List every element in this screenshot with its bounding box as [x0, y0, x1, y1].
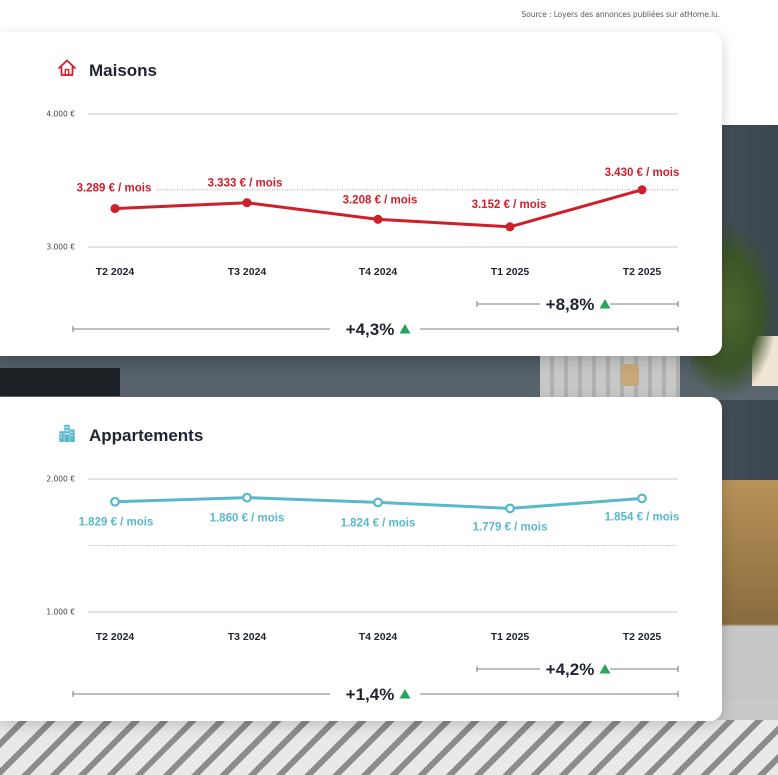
data-label: 1.854 € / mois: [605, 511, 680, 523]
x-tick-label: T1 2025: [491, 266, 530, 278]
x-tick-label: T1 2025: [491, 631, 530, 643]
maisons-chart: 3.000 € 4.000 € 3.289 € / mois 3.333 € / mo…: [46, 110, 680, 340]
data-point: [505, 222, 515, 232]
x-tick-label: T3 2024: [228, 266, 267, 278]
data-point: [373, 497, 383, 508]
change-label: +1,4%: [346, 685, 395, 704]
data-label: 3.289 € / mois: [77, 183, 152, 195]
x-tick-label: T4 2024: [359, 631, 398, 643]
data-label: 3.333 € / mois: [208, 178, 283, 190]
x-tick-label: T2 2025: [623, 631, 662, 643]
house-icon: [58, 59, 76, 76]
data-label: 1.824 € / mois: [341, 517, 416, 529]
tv: [0, 368, 120, 396]
appartements-card: Appartements 1.000 € 2.000 € 1.829 € / moi…: [0, 397, 722, 721]
data-point: [505, 503, 515, 514]
x-tick-label: T3 2024: [228, 631, 267, 643]
x-tick-label: T4 2024: [359, 266, 398, 278]
source-note: Source : Loyers des annonces publiées su…: [521, 10, 721, 19]
maisons-card: Maisons 3.000 € 4.000 € 3.289 € / mois 3.33…: [0, 32, 722, 356]
appartements-chart: 1.000 € 2.000 € 1.829 € / mois 1.860 € / mo…: [46, 475, 680, 705]
lamp: [621, 364, 639, 386]
y-tick-label: 4.000 €: [46, 110, 75, 119]
y-tick-label: 2.000 €: [46, 475, 75, 484]
change-label: +8,8%: [546, 295, 595, 314]
data-point: [110, 204, 120, 214]
data-label: 1.829 € / mois: [79, 517, 154, 529]
data-label: 3.152 € / mois: [472, 199, 547, 211]
armchair: [720, 480, 778, 720]
data-label: 1.860 € / mois: [210, 513, 285, 525]
y-tick-label: 3.000 €: [46, 243, 75, 252]
maisons-title: Maisons: [89, 61, 158, 80]
curtain: [540, 355, 680, 400]
building-icon: [59, 424, 75, 443]
data-point: [242, 492, 252, 503]
change-label: +4,2%: [546, 660, 595, 679]
up-arrow-icon: [399, 324, 411, 334]
data-point: [373, 214, 383, 224]
data-label: 1.779 € / mois: [473, 521, 548, 533]
x-tick-label: T2 2024: [96, 266, 135, 278]
data-point: [242, 198, 252, 208]
up-arrow-icon: [599, 299, 611, 309]
x-tick-label: T2 2025: [623, 266, 662, 278]
up-arrow-icon: [599, 664, 611, 674]
up-arrow-icon: [399, 689, 411, 699]
data-label: 3.208 € / mois: [343, 194, 418, 206]
appartements-title: Appartements: [89, 426, 204, 445]
data-point: [637, 493, 647, 504]
x-tick-label: T2 2024: [96, 631, 135, 643]
change-label: +4,3%: [346, 320, 395, 339]
data-point: [110, 496, 120, 507]
rug: [0, 720, 778, 775]
y-tick-label: 1.000 €: [46, 608, 75, 617]
data-label: 3.430 € / mois: [605, 167, 680, 179]
data-point: [637, 185, 647, 195]
